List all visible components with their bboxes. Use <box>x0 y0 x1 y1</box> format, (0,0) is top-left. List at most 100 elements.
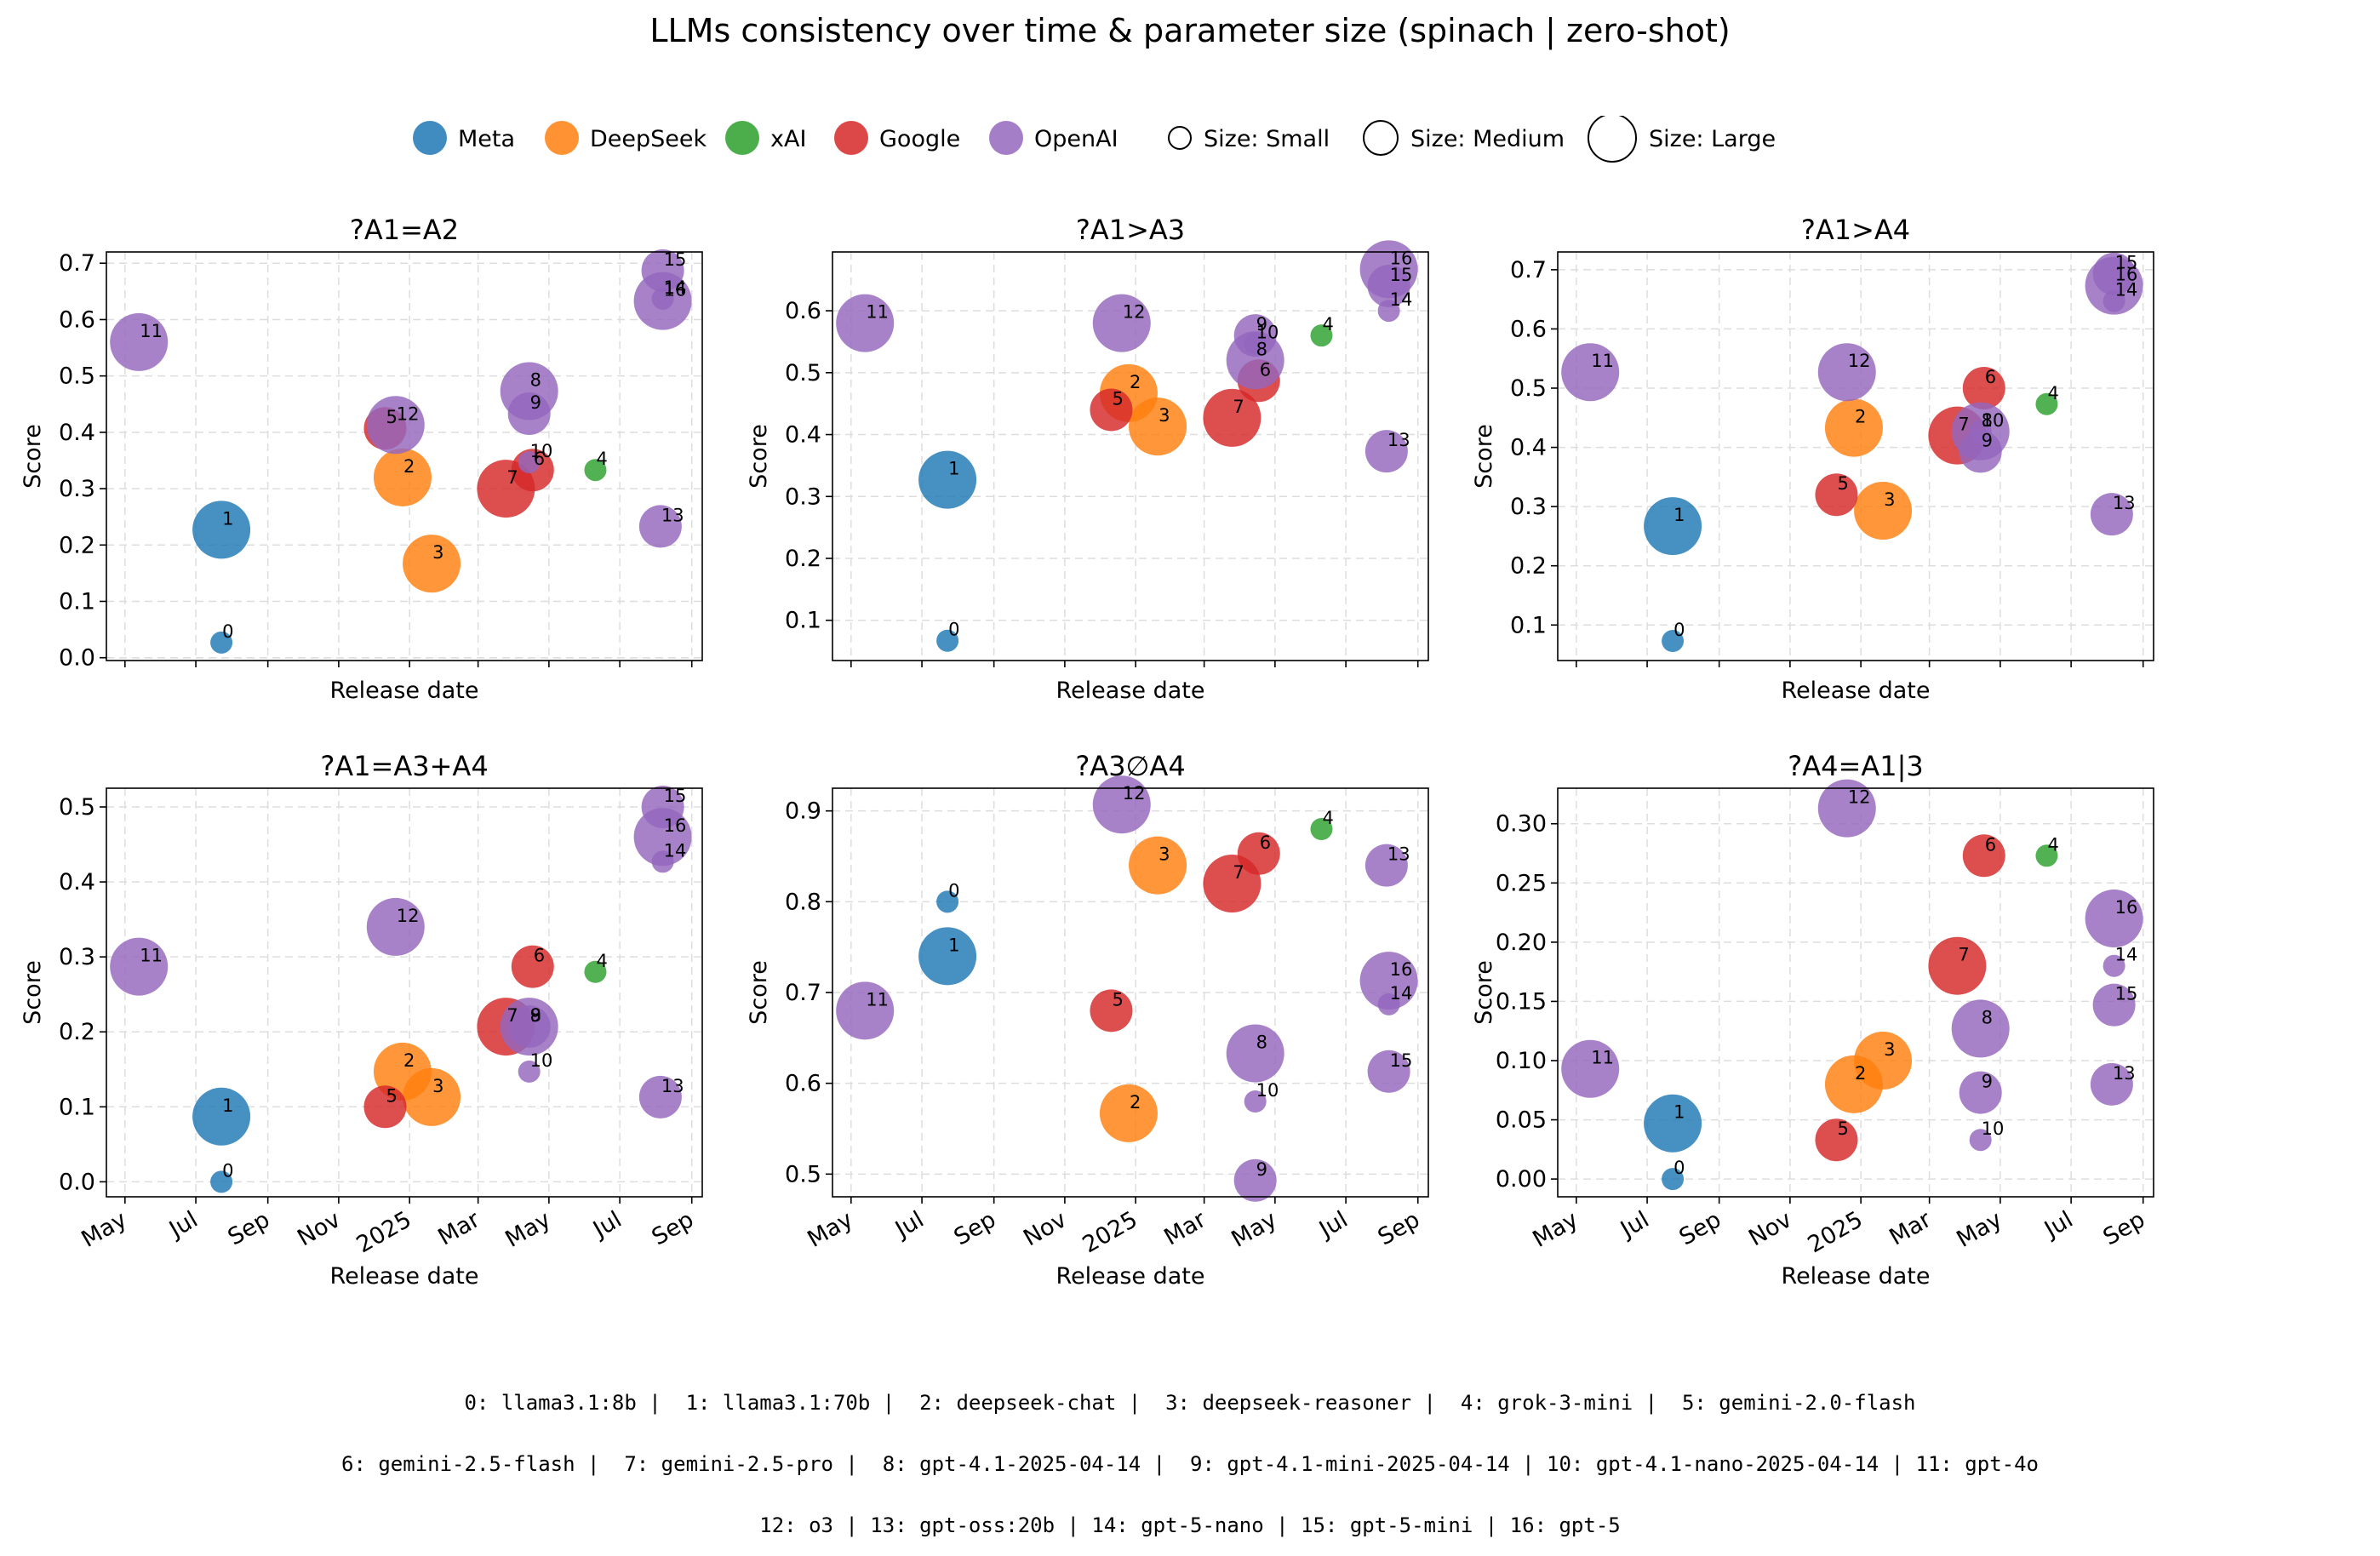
point-label-13: 13 <box>1387 844 1410 865</box>
axes-frame <box>106 787 703 1198</box>
point-model-9 <box>1959 1071 2002 1114</box>
point-model-11 <box>110 937 169 996</box>
point-label-9: 9 <box>530 1005 541 1026</box>
point-model-2 <box>1824 398 1883 457</box>
point-label-6: 6 <box>534 449 545 469</box>
y-axis-label: Score <box>1471 424 1497 489</box>
point-model-13 <box>638 505 682 548</box>
y-axis-label: Score <box>746 424 772 489</box>
point-label-14: 14 <box>2115 280 2138 300</box>
x-tick-label: 2025 <box>352 1206 416 1258</box>
x-tick-label: Jul <box>163 1206 202 1244</box>
point-label-10: 10 <box>530 1050 553 1071</box>
footer-line-1: 0: llama3.1:8b | 1: llama3.1:70b | 2: de… <box>464 1391 1916 1415</box>
legend-size-marker-1 <box>1168 126 1192 150</box>
point-model-5 <box>1815 1118 1858 1162</box>
y-tick-label: 0.5 <box>59 794 95 821</box>
point-model-0 <box>210 1170 233 1193</box>
point-label-14: 14 <box>1390 289 1413 310</box>
point-model-3 <box>1129 836 1187 895</box>
point-label-11: 11 <box>866 989 889 1010</box>
point-label-10: 10 <box>1256 323 1279 343</box>
legend-size-marker-3 <box>1588 116 1637 163</box>
point-label-15: 15 <box>2115 253 2138 273</box>
legend-size-label-1: Size: Small <box>1204 126 1330 152</box>
legend-marker-google <box>834 121 868 155</box>
point-label-16: 16 <box>664 815 687 836</box>
point-label-12: 12 <box>397 403 420 424</box>
point-model-1 <box>918 927 977 986</box>
point-label-14: 14 <box>2115 945 2138 965</box>
y-tick-label: 0.5 <box>785 360 821 386</box>
point-model-3 <box>1854 482 1913 540</box>
x-tick-label: Jul <box>890 1206 928 1244</box>
point-label-7: 7 <box>506 467 518 488</box>
point-model-5 <box>1090 989 1133 1033</box>
y-tick-label: 0.3 <box>59 476 95 502</box>
point-label-10: 10 <box>1982 1118 2005 1139</box>
y-tick-label: 0.7 <box>1510 257 1547 283</box>
point-label-2: 2 <box>403 456 415 477</box>
y-tick-label: 0.2 <box>59 1019 95 1045</box>
point-model-11 <box>836 981 895 1040</box>
point-label-11: 11 <box>1591 351 1614 371</box>
point-label-12: 12 <box>1848 351 1871 371</box>
point-label-12: 12 <box>397 906 420 926</box>
point-label-9: 9 <box>530 392 541 413</box>
subplot-title: ?A1=A3+A4 <box>320 750 488 782</box>
axes-frame <box>106 251 703 661</box>
y-tick-label: 0.1 <box>59 588 95 615</box>
x-tick-label: May <box>77 1206 131 1253</box>
y-tick-label: 0.2 <box>59 532 95 558</box>
point-label-8: 8 <box>530 370 541 391</box>
point-model-15 <box>2092 983 2136 1027</box>
point-label-15: 15 <box>1390 265 1413 285</box>
y-axis-label: Score <box>1471 960 1497 1025</box>
y-tick-label: 0.3 <box>59 944 95 970</box>
point-model-1 <box>918 450 977 509</box>
point-label-3: 3 <box>432 542 443 563</box>
point-label-3: 3 <box>1159 405 1170 426</box>
y-axis-label: Score <box>20 424 46 489</box>
point-label-1: 1 <box>1673 505 1685 525</box>
point-model-10 <box>518 1060 541 1083</box>
point-model-3 <box>1129 398 1187 456</box>
x-tick-label: Jul <box>1313 1206 1352 1244</box>
x-axis-label: Release date <box>1782 678 1931 704</box>
point-model-5 <box>1815 473 1858 517</box>
point-label-9: 9 <box>1256 1159 1267 1180</box>
y-tick-label: 0.10 <box>1496 1048 1547 1074</box>
point-model-2 <box>373 448 432 506</box>
x-tick-label: Sep <box>1675 1206 1726 1250</box>
point-model-9 <box>507 392 551 436</box>
subplot-6: 0123456789101112131415160.000.050.100.15… <box>1471 750 2154 1290</box>
point-model-4 <box>2035 392 2058 415</box>
point-label-1: 1 <box>948 459 959 479</box>
point-label-1: 1 <box>948 935 959 955</box>
subplot-title: ?A4=A1|3 <box>1788 750 1923 782</box>
point-label-1: 1 <box>1673 1102 1685 1123</box>
point-model-3 <box>403 1067 461 1126</box>
point-model-12 <box>1092 294 1151 352</box>
point-model-10 <box>1969 1129 1992 1152</box>
x-axis-label: Release date <box>1056 678 1205 704</box>
y-tick-label: 0.1 <box>59 1094 95 1120</box>
point-label-0: 0 <box>222 621 233 642</box>
x-tick-label: Sep <box>2099 1206 2150 1250</box>
y-tick-label: 0.4 <box>785 422 821 449</box>
point-model-0 <box>1662 630 1685 653</box>
point-label-15: 15 <box>2115 984 2138 1004</box>
y-tick-label: 0.2 <box>1510 553 1547 580</box>
point-model-6 <box>1962 367 2005 409</box>
point-label-13: 13 <box>2113 1063 2136 1084</box>
point-model-4 <box>1310 324 1333 347</box>
point-label-14: 14 <box>664 277 687 298</box>
point-model-8 <box>1226 1024 1284 1083</box>
point-label-3: 3 <box>1884 1039 1895 1060</box>
point-label-9: 9 <box>1256 314 1267 335</box>
point-label-13: 13 <box>661 505 684 525</box>
point-label-5: 5 <box>386 407 397 427</box>
x-tick-label: Nov <box>1744 1206 1796 1251</box>
x-tick-label: Nov <box>1019 1206 1071 1251</box>
point-label-7: 7 <box>506 1005 518 1026</box>
